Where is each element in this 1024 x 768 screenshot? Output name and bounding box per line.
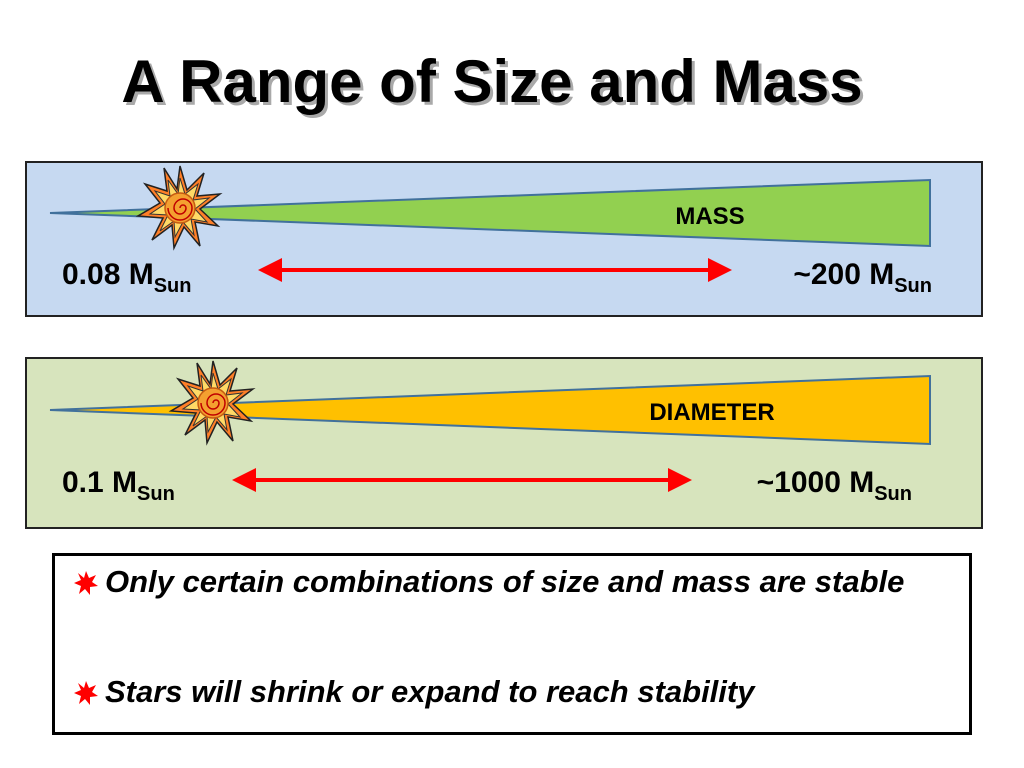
bullet-star [74, 571, 98, 595]
bullet-box: Only certain combinations of size and ma… [52, 553, 972, 735]
max-mass: ~200 MSun [793, 258, 932, 297]
title: A Range of Size and Mass [121, 48, 862, 115]
diameter-label: DIAMETER [649, 399, 774, 426]
bullet-text: Only certain combinations of size and ma… [105, 564, 905, 599]
diameter-wedge [49, 374, 931, 446]
mass-wedge [49, 178, 931, 248]
max-diameter: ~1000 MSun [757, 466, 912, 505]
min-diameter: 0.1 MSun [62, 466, 175, 505]
bullet-star [74, 681, 98, 705]
title-shadow: A Range of Size and Mass [124, 51, 865, 118]
bullet-text: Stars will shrink or expand to reach sta… [105, 674, 755, 709]
min-mass: 0.08 MSun [62, 258, 192, 297]
mass-label: MASS [675, 203, 744, 230]
